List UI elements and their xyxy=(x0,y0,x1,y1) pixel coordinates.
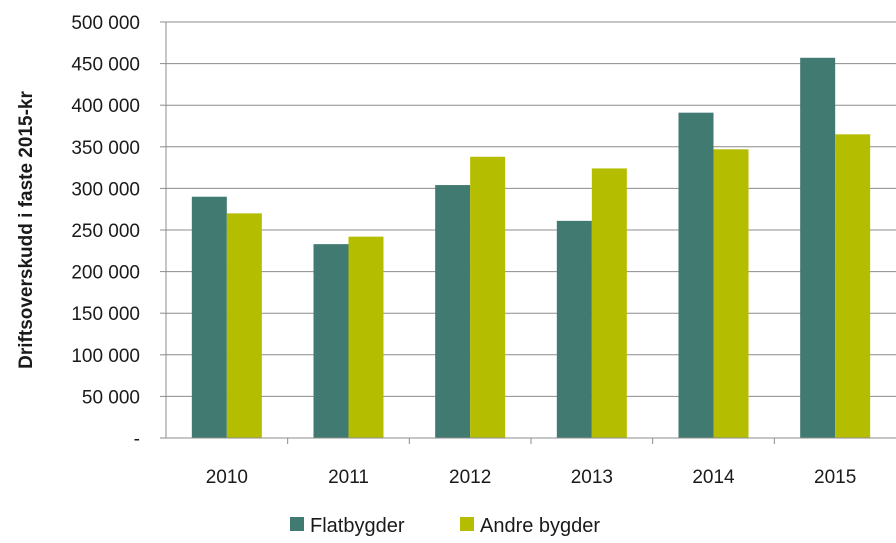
bar-andre-bygder-2013 xyxy=(591,168,627,438)
y-tick-label: 400 000 xyxy=(71,96,140,117)
x-tick-label: 2012 xyxy=(449,467,491,488)
y-tick-label: 300 000 xyxy=(71,179,140,200)
bar-flatbygder-2011 xyxy=(313,244,349,438)
x-tick-label: 2011 xyxy=(328,467,369,488)
bar-flatbygder-2015 xyxy=(800,57,836,438)
bars xyxy=(191,57,871,439)
bar-andre-bygder-2014 xyxy=(713,149,749,438)
legend-label: Andre bygder xyxy=(480,515,600,537)
bar-andre-bygder-2012 xyxy=(470,156,506,438)
y-tick-label: 150 000 xyxy=(71,304,140,325)
y-tick-label: 200 000 xyxy=(71,263,140,284)
bar-andre-bygder-2015 xyxy=(835,134,871,438)
y-tick-label: 350 000 xyxy=(71,138,140,159)
bar-flatbygder-2012 xyxy=(435,185,471,438)
y-tick-label: 50 000 xyxy=(82,387,140,408)
gridlines xyxy=(166,21,896,397)
bar-flatbygder-2013 xyxy=(556,220,592,438)
legend-swatch xyxy=(460,517,474,531)
bar-flatbygder-2010 xyxy=(191,196,227,438)
bar-andre-bygder-2011 xyxy=(348,236,384,438)
bar-flatbygder-2014 xyxy=(678,112,714,439)
legend-swatch xyxy=(290,517,304,531)
y-axis-title: Driftsoverskudd i faste 2015-kr xyxy=(16,91,37,369)
y-tick-label: - xyxy=(134,429,140,450)
x-tick-label: 2010 xyxy=(206,467,248,488)
x-tick-label: 2014 xyxy=(692,467,735,488)
legend-label: Flatbygder xyxy=(310,515,405,537)
y-tick-label: 100 000 xyxy=(71,346,140,367)
y-tick-label: 250 000 xyxy=(71,221,140,242)
x-axis-ticks: 2010 2011 2012 2013 2014 2015 xyxy=(206,438,856,488)
legend: Flatbygder Andre bygder xyxy=(290,515,600,537)
bar-andre-bygder-2010 xyxy=(226,213,262,438)
y-axis-ticks: - 50 000 100 000 150 000 200 000 250 000 300 0… xyxy=(71,13,166,450)
y-tick-label: 450 000 xyxy=(71,55,140,76)
x-tick-label: 2015 xyxy=(814,467,856,488)
y-tick-label: 500 000 xyxy=(71,13,140,34)
x-tick-label: 2013 xyxy=(571,467,613,488)
